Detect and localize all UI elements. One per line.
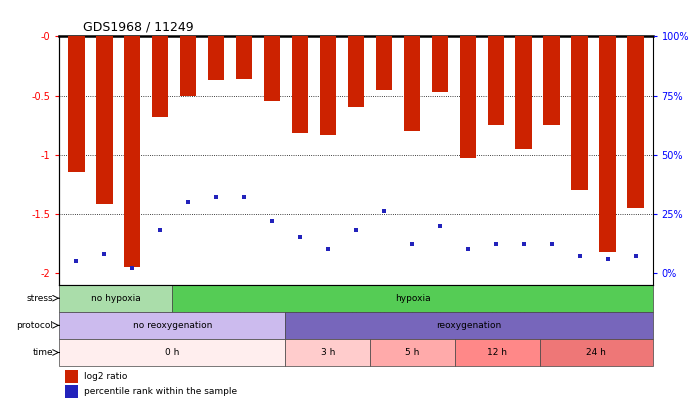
Bar	[600, 36, 616, 252]
Bar	[236, 36, 253, 79]
Text: no hypoxia: no hypoxia	[91, 294, 141, 303]
Bar	[376, 36, 392, 90]
Text: 5 h: 5 h	[406, 348, 419, 357]
Bar	[431, 36, 448, 92]
Bar	[320, 36, 336, 134]
Bar	[285, 312, 653, 339]
Bar	[540, 339, 653, 366]
Text: reoxygenation: reoxygenation	[436, 321, 502, 330]
Text: 3 h: 3 h	[320, 348, 335, 357]
Bar	[285, 339, 370, 366]
Text: 0 h: 0 h	[165, 348, 179, 357]
Text: percentile rank within the sample: percentile rank within the sample	[84, 387, 237, 396]
Bar	[292, 36, 309, 133]
Bar	[66, 385, 78, 398]
Bar	[151, 36, 168, 117]
Text: time: time	[33, 348, 54, 357]
Bar	[459, 36, 476, 158]
Text: 12 h: 12 h	[487, 348, 507, 357]
Text: protocol: protocol	[16, 321, 54, 330]
Bar	[370, 339, 455, 366]
Bar	[544, 36, 560, 125]
Bar	[348, 36, 364, 107]
Bar	[172, 285, 653, 312]
Bar	[264, 36, 281, 101]
Bar	[179, 36, 196, 96]
Bar	[487, 36, 504, 125]
Bar	[66, 369, 78, 383]
Bar	[68, 36, 84, 173]
Bar	[403, 36, 420, 131]
Text: 24 h: 24 h	[586, 348, 606, 357]
Bar	[59, 339, 285, 366]
Text: stress: stress	[27, 294, 54, 303]
Text: GDS1968 / 11249: GDS1968 / 11249	[83, 21, 193, 34]
Bar	[628, 36, 644, 208]
Bar	[96, 36, 112, 204]
Bar	[516, 36, 533, 149]
Bar	[208, 36, 225, 80]
Bar	[124, 36, 140, 267]
Text: hypoxia: hypoxia	[394, 294, 430, 303]
Bar	[455, 339, 540, 366]
Text: no reoxygenation: no reoxygenation	[133, 321, 212, 330]
Text: log2 ratio: log2 ratio	[84, 372, 128, 381]
Bar	[59, 312, 285, 339]
Bar	[572, 36, 588, 190]
Bar	[59, 285, 172, 312]
